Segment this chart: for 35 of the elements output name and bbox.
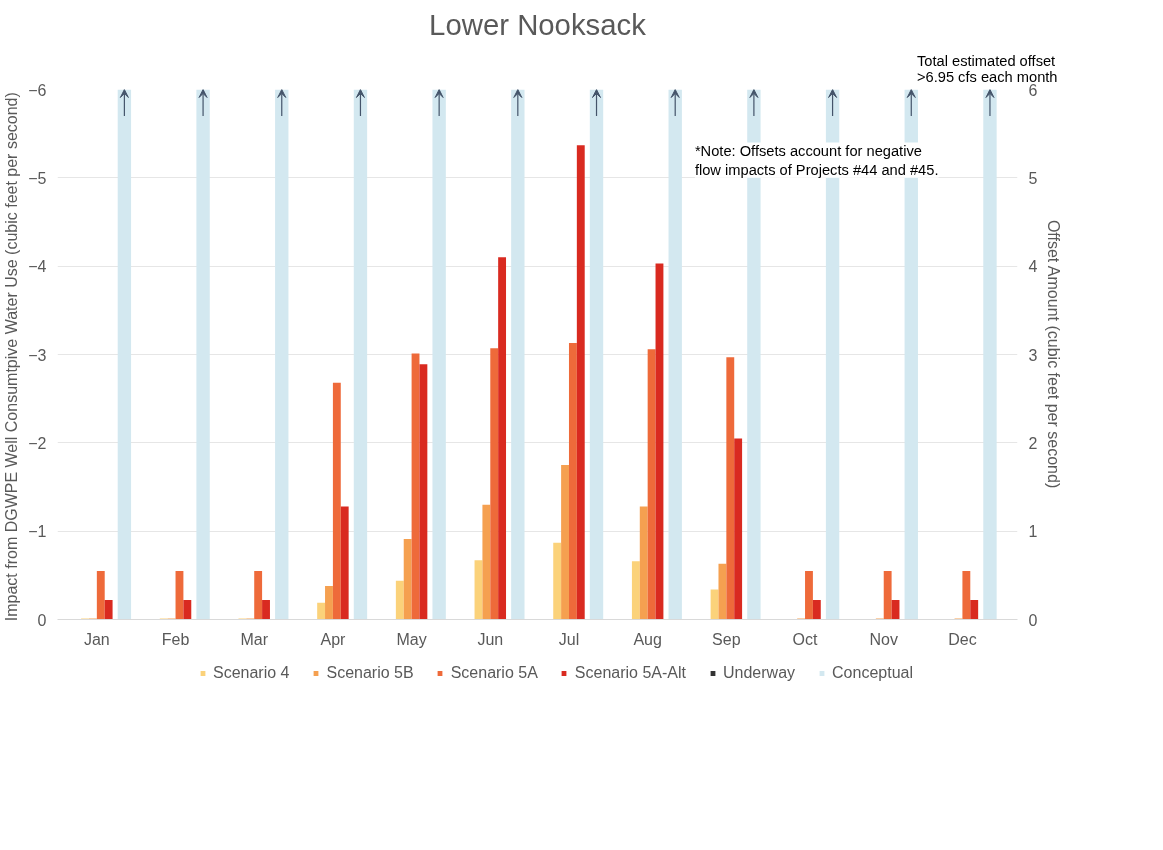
chart-title: Lower Nooksack [429, 7, 647, 41]
legend-label: Conceptual [832, 663, 913, 682]
x-tick-label: Jun [477, 630, 504, 648]
x-tick-label: Jul [558, 630, 580, 648]
y-tick-label: −5 [28, 169, 47, 187]
y-tick-label: −2 [28, 434, 47, 452]
y2-tick-label: 0 [1028, 611, 1038, 629]
annotation: *Note: Offsets account for negative flow impacts of Projects #44 and #45. [694, 142, 939, 178]
x-tick-label: Oct [792, 630, 819, 648]
y-tick-label: −3 [28, 346, 47, 364]
x-tick-label: Nov [869, 630, 898, 648]
legend-label: Scenario 4 [213, 663, 290, 682]
y2-axis-title: Offset Amount (cubic feet per second) [1045, 219, 1063, 489]
legend-label: Scenario 5A-Alt [574, 663, 687, 682]
x-tick-label: Sep [712, 630, 741, 648]
y-tick-label: −6 [28, 81, 47, 99]
y2-tick-label: 1 [1028, 523, 1038, 541]
y-tick-label: −4 [28, 258, 47, 276]
x-tick-label: May [396, 630, 427, 648]
x-tick-label: Feb [161, 630, 190, 648]
x-tick-label: Dec [948, 630, 977, 648]
x-tick-label: Aug [633, 630, 662, 648]
legend-label: Scenario 5A [450, 663, 538, 682]
y-axis-title: Impact from DGWPE Well Consumtpive Water Use (cubic feet per second) [3, 92, 21, 622]
legend-label: Scenario 5B [326, 663, 414, 682]
y2-tick-label: 2 [1028, 434, 1038, 452]
x-tick-label: Mar [240, 630, 269, 648]
y-tick-label: 0 [37, 611, 47, 629]
y2-tick-label: 3 [1028, 346, 1038, 364]
x-tick-label: Jan [83, 630, 110, 648]
x-tick-label: Apr [320, 630, 347, 648]
y2-tick-label: 5 [1028, 169, 1038, 187]
y2-tick-label: 4 [1028, 258, 1038, 276]
legend-label: Underway [723, 663, 796, 682]
y-tick-label: −1 [28, 523, 47, 541]
